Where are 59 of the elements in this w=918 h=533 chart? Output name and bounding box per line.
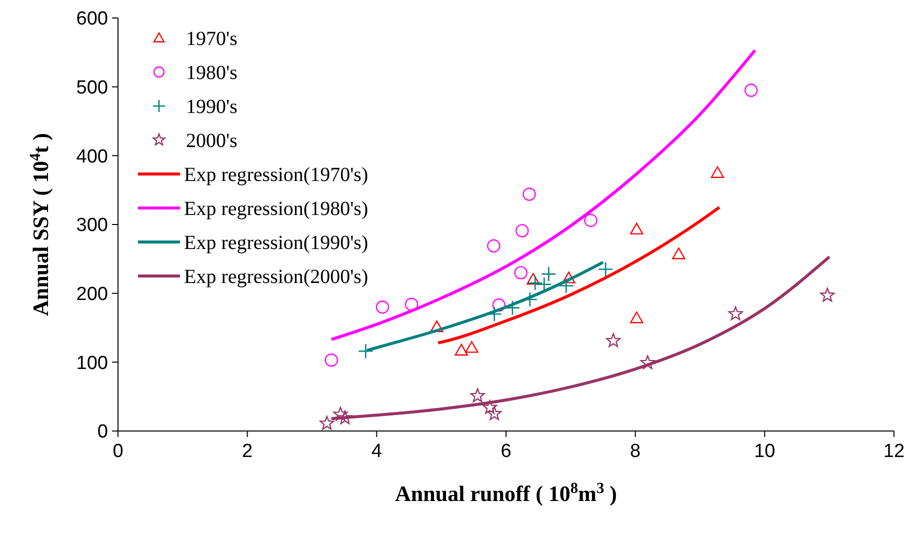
legend-label: Exp regression(1990's) bbox=[184, 232, 368, 254]
point bbox=[358, 344, 374, 359]
point bbox=[728, 306, 743, 320]
y-tick-label: 500 bbox=[76, 77, 108, 98]
y-tick-label: 600 bbox=[76, 8, 108, 30]
point bbox=[527, 275, 543, 291]
legend-label: Exp regression(1980's) bbox=[184, 198, 368, 220]
point bbox=[584, 214, 598, 227]
x-axis-title: Annual runoff ( 10$^{8}$m$^{3}$ ) bbox=[395, 480, 617, 506]
point bbox=[672, 248, 686, 260]
x-tick-label: 0 bbox=[112, 441, 124, 462]
point bbox=[516, 224, 529, 238]
line-series bbox=[436, 206, 721, 344]
point bbox=[404, 298, 418, 311]
point bbox=[338, 410, 352, 424]
legend-label: 1990's bbox=[186, 96, 238, 118]
point bbox=[333, 406, 348, 421]
point bbox=[606, 333, 621, 348]
point bbox=[514, 266, 528, 280]
legend-label: 1980's bbox=[186, 62, 238, 84]
y-tick-label: 200 bbox=[76, 284, 108, 305]
point bbox=[710, 166, 724, 178]
point bbox=[598, 262, 614, 277]
x-tick-label: 10 bbox=[754, 441, 776, 462]
point bbox=[630, 312, 644, 324]
x-tick-label: 8 bbox=[630, 441, 641, 462]
point bbox=[558, 278, 574, 294]
point bbox=[454, 344, 468, 356]
point bbox=[324, 354, 338, 367]
point bbox=[376, 300, 390, 314]
point bbox=[504, 300, 520, 316]
x-tick-label: 4 bbox=[371, 441, 382, 462]
point bbox=[526, 272, 540, 285]
point bbox=[487, 406, 502, 420]
point bbox=[320, 416, 334, 430]
point bbox=[522, 188, 536, 201]
y-tick-label: 0 bbox=[97, 422, 108, 443]
x-tick-label: 2 bbox=[242, 441, 253, 462]
x-tick-label: 12 bbox=[883, 441, 905, 462]
y-tick-label: 300 bbox=[76, 215, 108, 236]
point bbox=[487, 239, 500, 252]
y-tick-label: 100 bbox=[76, 352, 108, 374]
point bbox=[492, 298, 506, 312]
point bbox=[630, 222, 644, 234]
legend-label: Exp regression(2000's) bbox=[184, 266, 368, 288]
x-tick-label: 6 bbox=[500, 441, 512, 462]
point bbox=[465, 341, 478, 353]
point bbox=[562, 272, 576, 284]
point bbox=[482, 400, 498, 414]
point bbox=[541, 266, 556, 282]
legend-label: Exp regression(1970's) bbox=[184, 164, 368, 186]
point bbox=[744, 84, 758, 97]
point bbox=[820, 288, 835, 302]
legend-label: 1970's bbox=[186, 28, 238, 50]
point bbox=[430, 320, 444, 332]
y-tick-label: 400 bbox=[76, 146, 108, 168]
point bbox=[470, 388, 485, 402]
point bbox=[640, 355, 655, 370]
legend-label: 2000's bbox=[186, 130, 238, 152]
